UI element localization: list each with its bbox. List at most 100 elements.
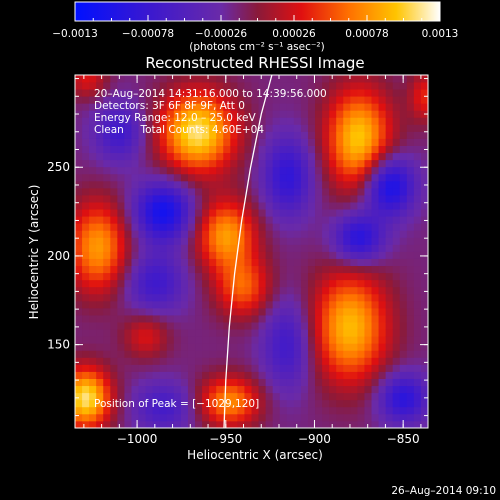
heatmap-cell (202, 258, 210, 267)
heatmap-cell (138, 131, 146, 139)
heatmap-cell (272, 223, 281, 231)
heatmap-cell (89, 152, 97, 161)
heatmap-cell (265, 392, 274, 401)
heatmap-cell (343, 138, 351, 146)
heatmap-cell (322, 265, 330, 274)
heatmap-cell (173, 180, 182, 189)
heatmap-cell (251, 364, 259, 372)
heatmap-cell (131, 223, 139, 231)
heatmap-cell (392, 82, 401, 90)
heatmap-cell (187, 82, 196, 90)
heatmap-cell (315, 371, 323, 379)
heatmap-cell (420, 82, 428, 90)
heatmap-cell (124, 364, 132, 372)
heatmap-cell (131, 392, 139, 401)
heatmap-cell (173, 131, 182, 139)
heatmap-cell (293, 75, 302, 83)
heatmap-cell (406, 279, 415, 288)
y-axis-label: Heliocentric Y (arcsec) (27, 185, 41, 320)
heatmap-cell (195, 145, 203, 154)
heatmap-cell (75, 272, 83, 281)
heatmap-cell (413, 230, 422, 238)
heatmap-cell (385, 244, 394, 252)
heatmap-cell (293, 293, 302, 302)
heatmap-cell (138, 75, 146, 83)
heatmap-cell (300, 279, 309, 288)
heatmap-cell (223, 75, 231, 83)
heatmap-cell (166, 286, 175, 295)
heatmap-cell (336, 322, 344, 330)
heatmap-cell (322, 103, 330, 111)
heatmap-cell (124, 286, 132, 295)
heatmap-cell (82, 251, 90, 259)
heatmap-cell (110, 399, 118, 408)
heatmap-cell (131, 117, 139, 125)
heatmap-cell (350, 378, 358, 387)
heatmap-cell (117, 230, 125, 238)
heatmap-cell (187, 173, 196, 182)
heatmap-cell (195, 336, 203, 344)
heatmap-cell (152, 385, 161, 394)
heatmap-cell (244, 279, 252, 288)
heatmap-cell (329, 286, 337, 295)
heatmap-cell (166, 300, 175, 309)
heatmap-cell (399, 357, 408, 365)
heatmap-cell (195, 265, 203, 274)
heatmap-cell (96, 378, 104, 387)
heatmap-cell (378, 399, 387, 408)
heatmap-cell (173, 216, 182, 224)
heatmap-cell (124, 230, 132, 238)
heatmap-cell (399, 124, 408, 132)
heatmap-cell (145, 187, 154, 196)
heatmap-cell (202, 307, 210, 316)
heatmap-cell (286, 251, 295, 259)
heatmap-cell (180, 89, 189, 97)
heatmap-cell (371, 131, 379, 139)
heatmap-cell (89, 124, 97, 132)
heatmap-cell (159, 371, 168, 379)
heatmap-cell (152, 258, 161, 267)
heatmap-cell (357, 96, 365, 104)
heatmap-cell (258, 329, 267, 337)
heatmap-cell (145, 230, 154, 238)
heatmap-cell (187, 272, 196, 281)
heatmap-cell (82, 413, 90, 422)
heatmap-cell (202, 293, 210, 302)
heatmap-cell (202, 378, 210, 387)
heatmap-cell (286, 371, 295, 379)
heatmap-cell (413, 124, 422, 132)
heatmap-cell (152, 315, 161, 323)
heatmap-cell (399, 223, 408, 231)
heatmap-cell (237, 329, 245, 337)
heatmap-cell (286, 117, 295, 125)
heatmap-cell (286, 336, 295, 344)
heatmap-cell (223, 138, 231, 146)
heatmap-cell (378, 180, 387, 189)
heatmap-cell (258, 103, 267, 111)
heatmap-cell (152, 173, 161, 182)
heatmap-cell (315, 166, 323, 175)
heatmap-cell (230, 103, 238, 111)
heatmap-cell (89, 244, 97, 252)
heatmap-cell (371, 82, 379, 90)
heatmap-cell (138, 216, 146, 224)
heatmap-cell (244, 209, 252, 217)
heatmap-cell (110, 279, 118, 288)
heatmap-cell (307, 307, 316, 316)
heatmap-cell (187, 406, 196, 415)
heatmap-cell (413, 202, 422, 210)
heatmap-cell (96, 103, 104, 111)
heatmap-cell (329, 209, 337, 217)
heatmap-cell (96, 413, 104, 422)
heatmap-cell (82, 110, 90, 118)
heatmap-cell (195, 293, 203, 302)
heatmap-cell (223, 103, 231, 111)
heatmap-cell (258, 406, 267, 415)
heatmap-cell (82, 202, 90, 210)
heatmap-cell (307, 89, 316, 97)
heatmap-cell (216, 223, 224, 231)
heatmap-cell (357, 124, 365, 132)
heatmap-cell (96, 350, 104, 358)
heatmap-cell (357, 117, 365, 125)
heatmap-cell (272, 202, 281, 210)
